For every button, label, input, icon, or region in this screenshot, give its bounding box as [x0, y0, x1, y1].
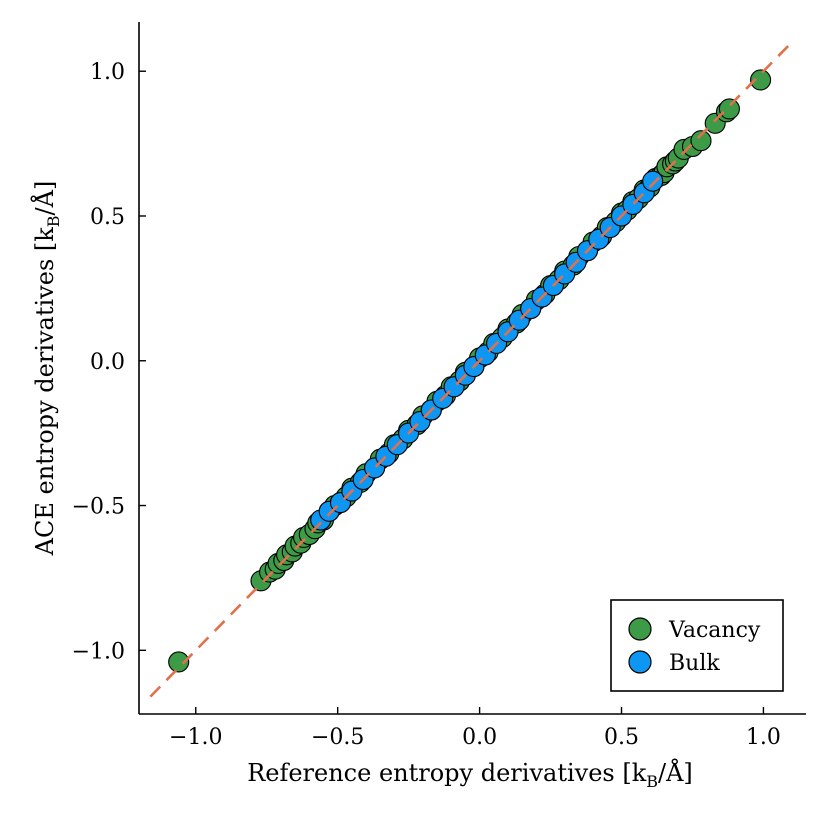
- x-tick-label: −1.0: [169, 725, 222, 750]
- vacancy-point: [718, 98, 740, 120]
- vacancy-point: [168, 651, 190, 673]
- y-ticks: −1.0 −0.5 0.0 0.5 1.0: [72, 60, 146, 664]
- y-tick-label: 0.0: [90, 350, 125, 375]
- legend-box: [610, 599, 784, 692]
- reference-line: [149, 41, 793, 698]
- y-tick-label: −0.5: [72, 495, 125, 520]
- vacancy-point: [690, 130, 712, 152]
- legend-marker-vacancy: [628, 617, 652, 641]
- y-axis-title: ACE entropy derivatives [kB/Å]: [30, 181, 63, 557]
- x-tick-label: 0.0: [462, 725, 497, 750]
- x-tick-label: 1.0: [746, 725, 781, 750]
- x-axis-title: Reference entropy derivatives [kB/Å]: [247, 758, 693, 791]
- y-tick-label: 1.0: [90, 60, 125, 85]
- legend-label-vacancy: Vacancy: [668, 618, 761, 643]
- series-bulk: [310, 170, 664, 531]
- vacancy-point: [750, 69, 772, 91]
- axes: −1.0 −0.5 0.0 0.5 1.0 −1.0 −0.5 0.0 0.5 1.0: [72, 22, 806, 750]
- y-tick-label: 0.5: [90, 205, 125, 230]
- x-ticks: −1.0 −0.5 0.0 0.5 1.0: [169, 707, 781, 750]
- legend-label-bulk: Bulk: [669, 651, 720, 676]
- legend-marker-bulk: [628, 650, 652, 674]
- y-axis-title-text: ACE entropy derivatives [kB/Å]: [30, 181, 63, 557]
- x-tick-label: −0.5: [311, 725, 364, 750]
- plot-marks: [149, 41, 793, 698]
- x-axis-title-text: Reference entropy derivatives [kB/Å]: [247, 758, 693, 791]
- bulk-point: [642, 170, 664, 192]
- x-tick-label: 0.5: [604, 725, 639, 750]
- y-tick-label: −1.0: [72, 639, 125, 664]
- legend: Vacancy Bulk: [610, 599, 784, 692]
